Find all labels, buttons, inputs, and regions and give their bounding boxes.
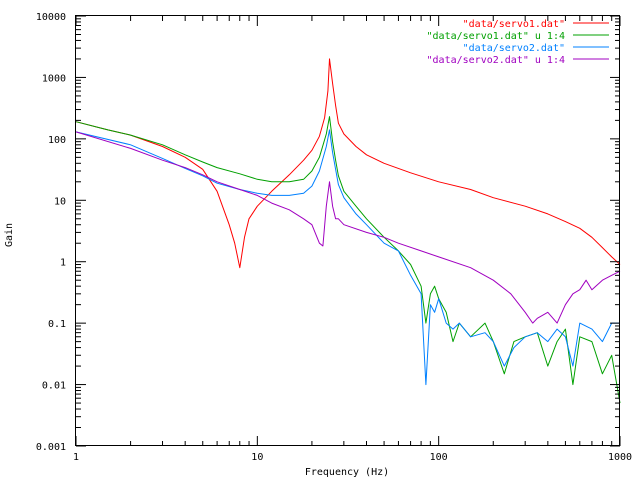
legend: "data/servo1.dat""data/servo1.dat" u 1:4… [427, 19, 609, 66]
x-axis-label: Frequency (Hz) [305, 467, 389, 478]
legend-label: "data/servo1.dat" [463, 19, 565, 30]
legend-label: "data/servo1.dat" u 1:4 [427, 31, 565, 42]
series-line-3 [75, 129, 620, 386]
y-tick-label: 10 [54, 196, 66, 207]
x-tick-label: 100 [430, 452, 448, 463]
y-axis-label: Gain [4, 223, 15, 247]
y-tick-label: 10000 [36, 12, 66, 23]
y-tick-label: 1 [60, 258, 66, 269]
series-layer [75, 58, 621, 404]
y-tick-label: 0.01 [42, 381, 66, 392]
x-tick-label: 10 [251, 452, 263, 463]
legend-label: "data/servo2.dat" u 1:4 [427, 55, 565, 66]
tick-layer: 1 10 100 1000 0.001 0.01 0.1 1 10 100 1000 10000 [36, 12, 632, 463]
x-tick-label: 1000 [608, 452, 632, 463]
y-tick-label: 1000 [42, 73, 66, 84]
x-tick-label: 1 [73, 452, 79, 463]
series-line-4 [75, 131, 621, 324]
series-line-2 [75, 116, 621, 404]
plot-frame [75, 15, 620, 446]
series-line-1 [75, 58, 621, 269]
y-tick-label: 100 [48, 135, 66, 146]
y-tick-label: 0.001 [36, 442, 66, 453]
legend-label: "data/servo2.dat" [463, 43, 565, 54]
y-tick-label: 0.1 [48, 319, 66, 330]
